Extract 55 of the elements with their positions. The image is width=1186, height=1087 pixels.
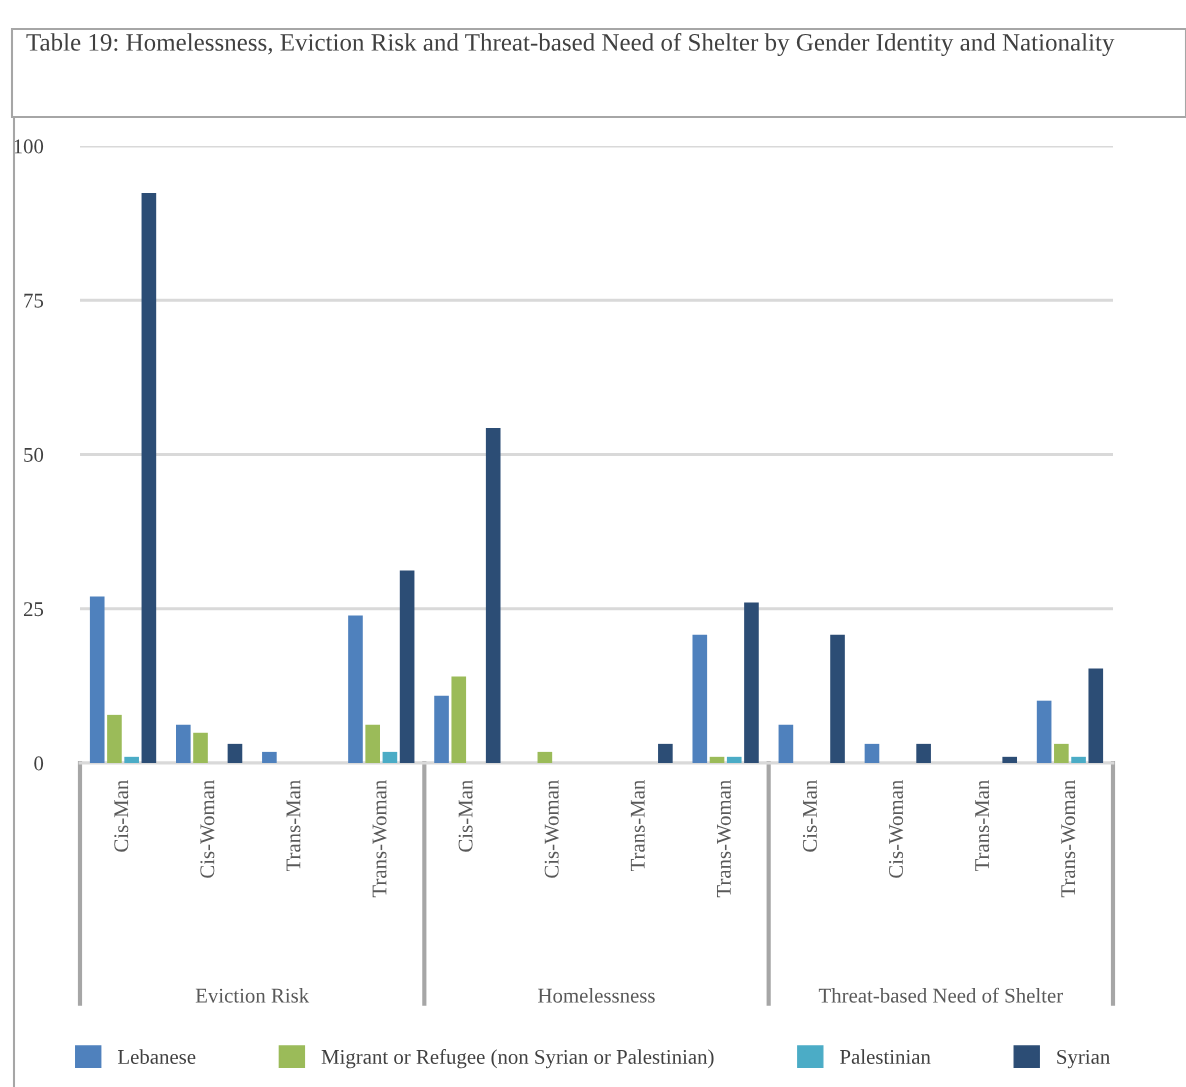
bar [830,634,845,763]
legend-label: Migrant or Refugee (non Syrian or Palestinian) [321,1049,714,1069]
bar [124,756,139,763]
bar [348,615,363,763]
bar [399,570,415,763]
legend-label: Lebanese [117,1049,196,1064]
bar [1088,668,1104,763]
x-tick-label: Cis-Woman [544,779,559,878]
bar [1002,756,1018,763]
y-tick-label: 50 [24,447,44,462]
bar [382,751,398,763]
bar [744,602,759,763]
x-tick-label: Cis-Man [458,779,473,852]
legend-label: Palestinian [840,1049,931,1064]
bar [916,743,931,763]
bar [709,756,725,763]
bar [451,676,467,763]
text: Threat-based Need of Shelter [818,987,1063,1003]
text: Eviction Risk [195,988,310,1003]
bar [141,192,157,763]
bar [227,743,243,763]
y-tick-label: 25 [23,602,44,617]
bar [485,427,501,763]
bar [864,743,880,763]
x-tick-label: Cis-Woman [200,779,215,878]
bar [434,695,449,763]
x-tick-label: Cis-Woman [889,779,904,878]
x-tick-label: Trans-Man [286,779,301,872]
text: Homelessness [538,988,655,1003]
x-tick-label: Cis-Man [802,779,817,852]
bar [658,743,673,763]
y-tick-label: 0 [34,756,44,771]
y-tick-label: 100 [14,139,44,154]
bar [537,751,553,763]
x-tick-label: Trans-Man [975,779,990,872]
bar [778,724,794,763]
y-tick-label: 75 [24,293,44,308]
x-tick-label: Trans-Woman [1061,779,1076,898]
bar [365,724,380,763]
bar [107,714,122,763]
bar [193,732,208,763]
bar [175,724,191,763]
bar [692,634,708,763]
legend-label: Syrian [1057,1049,1110,1069]
bar [1054,743,1069,763]
bar [262,751,277,763]
x-tick-label: Trans-Woman [372,779,387,898]
x-tick-label: Trans-Man [630,779,645,872]
x-tick-label: Trans-Woman [716,779,731,898]
chart-title: Table 19: Homelessness, Eviction Risk and Threat-based Need of Shelter by Gender Identity and Nationality [26,33,1115,56]
bar [1071,756,1086,763]
bar [89,596,105,763]
bar [726,756,742,763]
bar [1036,700,1052,763]
x-tick-label: Cis-Man [114,779,129,852]
